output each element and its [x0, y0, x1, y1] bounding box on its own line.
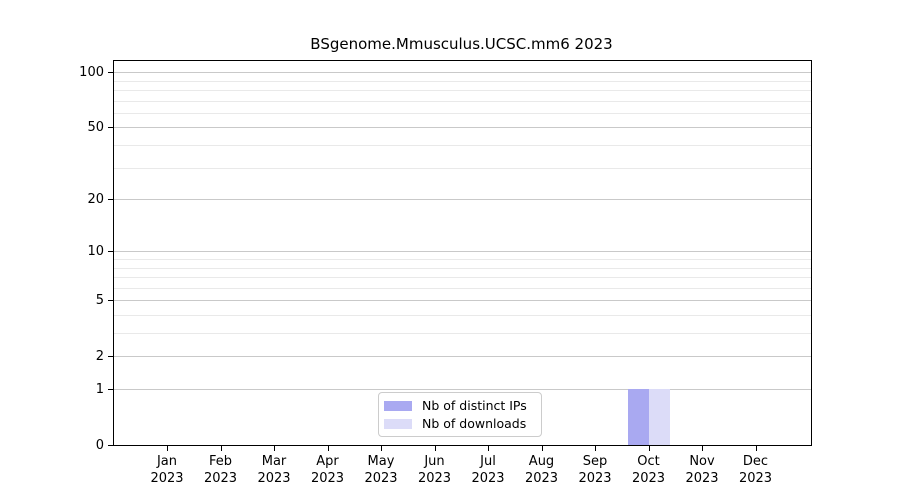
- x-axis-tick: [595, 446, 596, 451]
- minor-gridline: [114, 145, 811, 146]
- major-gridline: [114, 389, 811, 390]
- x-tick-year: 2023: [203, 471, 238, 486]
- x-tick-year: 2023: [524, 471, 559, 486]
- y-axis-tick: [108, 389, 113, 390]
- x-tick-month: Jul: [480, 454, 496, 469]
- legend-label: Nb of downloads: [422, 415, 527, 431]
- minor-gridline: [114, 90, 811, 91]
- x-axis-tick: [702, 446, 703, 451]
- major-gridline: [114, 127, 811, 129]
- x-axis-tick: [434, 446, 436, 451]
- x-axis-tick: [648, 446, 650, 451]
- x-tick-month: Oct: [637, 454, 660, 469]
- minor-gridline: [114, 258, 811, 260]
- minor-gridline: [114, 277, 811, 279]
- x-tick-year: 2023: [631, 471, 666, 486]
- major-gridline: [114, 300, 811, 302]
- chart-title: BSgenome.Mmusculus.UCSC.mm6 2023: [310, 35, 613, 53]
- x-tick-month: Feb: [208, 454, 233, 469]
- y-tick-label: 1: [95, 381, 104, 397]
- x-tick-month: Jan: [156, 454, 178, 469]
- x-tick-month: Sep: [582, 454, 608, 469]
- x-axis-tick: [274, 446, 275, 451]
- x-tick-month: Apr: [316, 454, 339, 469]
- x-tick-year: 2023: [738, 471, 773, 486]
- y-tick-label: 2: [95, 348, 104, 364]
- x-axis-tick: [167, 446, 168, 451]
- major-gridline: [114, 199, 811, 201]
- minor-gridline: [114, 80, 811, 82]
- bar-oct-series1: [648, 389, 670, 445]
- y-tick-label: 20: [87, 191, 104, 207]
- x-tick-year: 2023: [310, 471, 345, 486]
- x-tick-year: 2023: [417, 471, 452, 486]
- legend-row: Nb of downloads: [384, 415, 541, 431]
- x-tick-label: Jul 2023: [456, 453, 520, 487]
- x-tick-label: Oct 2023: [617, 453, 681, 487]
- x-axis-tick: [381, 446, 382, 451]
- x-tick-year: 2023: [471, 471, 505, 486]
- legend-swatch: [384, 400, 412, 411]
- x-tick-year: 2023: [364, 471, 398, 486]
- bar-oct-series0: [627, 389, 649, 445]
- x-tick-month: Mar: [261, 454, 287, 469]
- y-axis-tick: [108, 356, 113, 358]
- x-tick-month: May: [367, 454, 395, 469]
- x-tick-year: 2023: [578, 471, 612, 486]
- x-tick-label: Dec 2023: [724, 453, 788, 487]
- y-axis-tick: [108, 445, 113, 446]
- major-gridline: [114, 72, 811, 74]
- minor-gridline: [114, 167, 811, 169]
- y-tick-label: 50: [87, 119, 104, 135]
- x-tick-month: Dec: [742, 454, 769, 469]
- x-tick-label: Nov 2023: [670, 453, 734, 487]
- x-tick-label: Aug 2023: [510, 453, 574, 487]
- y-axis-tick: [108, 127, 113, 129]
- x-tick-year: 2023: [150, 471, 184, 486]
- x-axis-tick: [327, 446, 329, 451]
- x-tick-label: Jan 2023: [135, 453, 199, 487]
- x-tick-year: 2023: [685, 471, 719, 486]
- y-axis-tick: [108, 251, 113, 253]
- x-tick-label: Feb 2023: [189, 453, 253, 487]
- major-gridline: [114, 356, 811, 358]
- x-tick-label: Jun 2023: [403, 453, 467, 487]
- y-axis-tick: [108, 300, 113, 302]
- y-tick-label: 0: [95, 437, 104, 453]
- x-axis-tick: [541, 446, 543, 451]
- x-tick-label: Apr 2023: [296, 453, 360, 487]
- minor-gridline: [114, 100, 811, 102]
- y-tick-label: 100: [79, 64, 104, 80]
- minor-gridline: [114, 314, 811, 316]
- minor-gridline: [114, 267, 811, 269]
- x-tick-label: Mar 2023: [242, 453, 306, 487]
- x-axis-tick: [488, 446, 489, 451]
- x-tick-month: Aug: [528, 454, 555, 469]
- x-axis-tick: [755, 446, 757, 451]
- y-axis-tick: [108, 72, 113, 74]
- legend-row: Nb of distinct IPs: [384, 397, 541, 413]
- x-tick-label: Sep 2023: [563, 453, 627, 487]
- minor-gridline: [114, 287, 811, 289]
- minor-gridline: [114, 112, 811, 114]
- y-axis-tick: [108, 199, 113, 201]
- legend-swatch: [384, 418, 412, 429]
- x-axis-tick: [220, 446, 222, 451]
- plot-area: 0 1 2 5 10 20 50 100 Jan 2023 Feb 2023 Mar 2023 Apr 202…: [79, 60, 812, 486]
- x-tick-year: 2023: [257, 471, 291, 486]
- y-tick-label: 5: [95, 292, 104, 308]
- major-gridline: [114, 251, 811, 253]
- legend-label: Nb of distinct IPs: [422, 397, 527, 413]
- legend: Nb of distinct IPs Nb of downloads: [378, 392, 542, 437]
- x-tick-label: May 2023: [349, 453, 413, 487]
- x-tick-month: Nov: [689, 454, 715, 469]
- y-tick-label: 10: [87, 243, 104, 259]
- minor-gridline: [114, 333, 811, 334]
- x-tick-month: Jun: [424, 454, 445, 469]
